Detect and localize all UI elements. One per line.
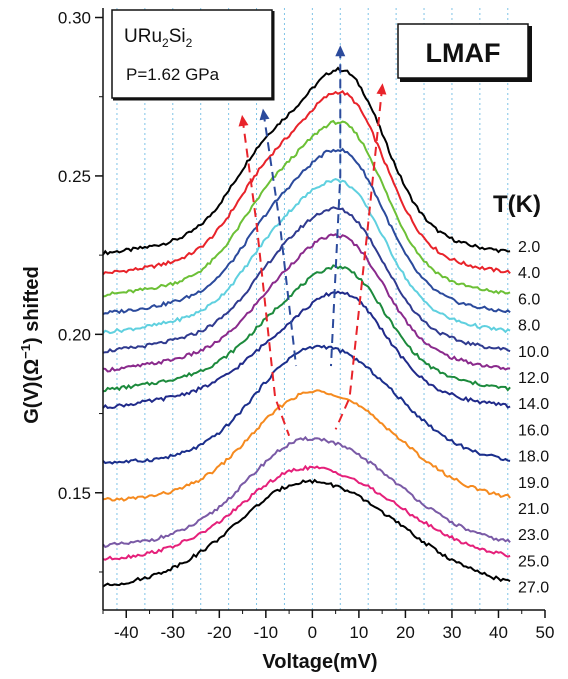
series-line-14.0: [102, 233, 511, 373]
series-label-27.0: 27.0: [518, 580, 549, 597]
series-label-2.0: 2.0: [518, 239, 540, 256]
series-label-14.0: 14.0: [518, 396, 549, 413]
y-axis-title-exponent: −1: [18, 344, 33, 359]
series-line-23.0: [102, 435, 511, 549]
x-tick-label: -40: [114, 623, 139, 642]
series-line-27.0: [102, 478, 511, 588]
series-label-8.0: 8.0: [518, 318, 540, 335]
guide-arrowhead: [376, 83, 387, 95]
series-line-21.0: [102, 389, 511, 502]
series-label-6.0: 6.0: [518, 291, 540, 308]
series-line-19.0: [102, 344, 511, 465]
x-tick-label: 30: [442, 623, 461, 642]
temperature-legend-title: T(K): [493, 191, 541, 218]
series-line-6.0: [102, 119, 511, 298]
guide-line: [241, 118, 291, 437]
x-tick-label: 40: [489, 623, 508, 642]
conductance-curves: [102, 66, 511, 588]
series-label-12.0: 12.0: [518, 370, 549, 387]
series-line-8.0: [102, 147, 511, 315]
y-tick-label: 0.15: [58, 484, 91, 503]
series-label-18.0: 18.0: [518, 449, 549, 466]
series-line-10.0: [102, 178, 511, 335]
y-tick-label: 0.20: [58, 325, 91, 344]
x-axis-title: Voltage(mV): [262, 651, 377, 673]
series-label-21.0: 21.0: [518, 501, 549, 518]
sample-formula: URu2Si2: [124, 26, 193, 50]
series-label-4.0: 4.0: [518, 265, 540, 282]
series-label-10.0: 10.0: [518, 344, 549, 361]
series-line-25.0: [102, 464, 511, 561]
sample-info-box: URu2Si2 P=1.62 GPa: [111, 9, 275, 101]
series-line-16.0: [102, 264, 511, 393]
phase-label: LMAF: [426, 38, 501, 68]
sample-pressure: P=1.62 GPa: [126, 65, 220, 84]
series-line-2.0: [102, 66, 511, 256]
peak-guide-lines: [238, 45, 387, 437]
series-line-12.0: [102, 206, 511, 354]
series-line-18.0: [102, 290, 511, 410]
temperature-labels: 2.0 4.0 6.0 8.0 10.0 12.0 14.0 16.0 18.0 19.0 21.0…: [518, 239, 549, 597]
axes: -40 -30 -20 -10 0 10 20 30 40 50 0.15 0.20 0.25 0.30: [58, 8, 555, 642]
guide-arrowhead: [238, 114, 249, 127]
series-label-25.0: 25.0: [518, 553, 549, 570]
y-axis-title-main: G(V)(Ω: [21, 359, 43, 424]
series-label-16.0: 16.0: [518, 422, 549, 439]
y-tick-label: 0.25: [58, 167, 91, 186]
x-tick-label: 50: [536, 623, 555, 642]
x-tick-label: -30: [161, 623, 186, 642]
guide-line: [262, 112, 298, 367]
series-label-23.0: 23.0: [518, 527, 549, 544]
x-tick-label: 0: [308, 623, 317, 642]
x-tick-label: 10: [349, 623, 368, 642]
guide-line: [329, 49, 342, 367]
guide-line: [334, 87, 384, 430]
guide-arrowhead: [259, 108, 270, 121]
x-tick-label: -10: [254, 623, 279, 642]
x-tick-label: 20: [396, 623, 415, 642]
series-line-4.0: [102, 89, 511, 276]
guide-arrowhead: [335, 45, 346, 57]
y-axis-title: G(V)(Ω−1) shifted: [18, 266, 43, 424]
series-label-19.0: 19.0: [518, 475, 549, 492]
y-tick-label: 0.30: [58, 9, 91, 28]
x-tick-label: -20: [207, 623, 232, 642]
phase-label-box: LMAF: [397, 23, 532, 82]
y-axis-title-end: ) shifted: [21, 266, 43, 344]
